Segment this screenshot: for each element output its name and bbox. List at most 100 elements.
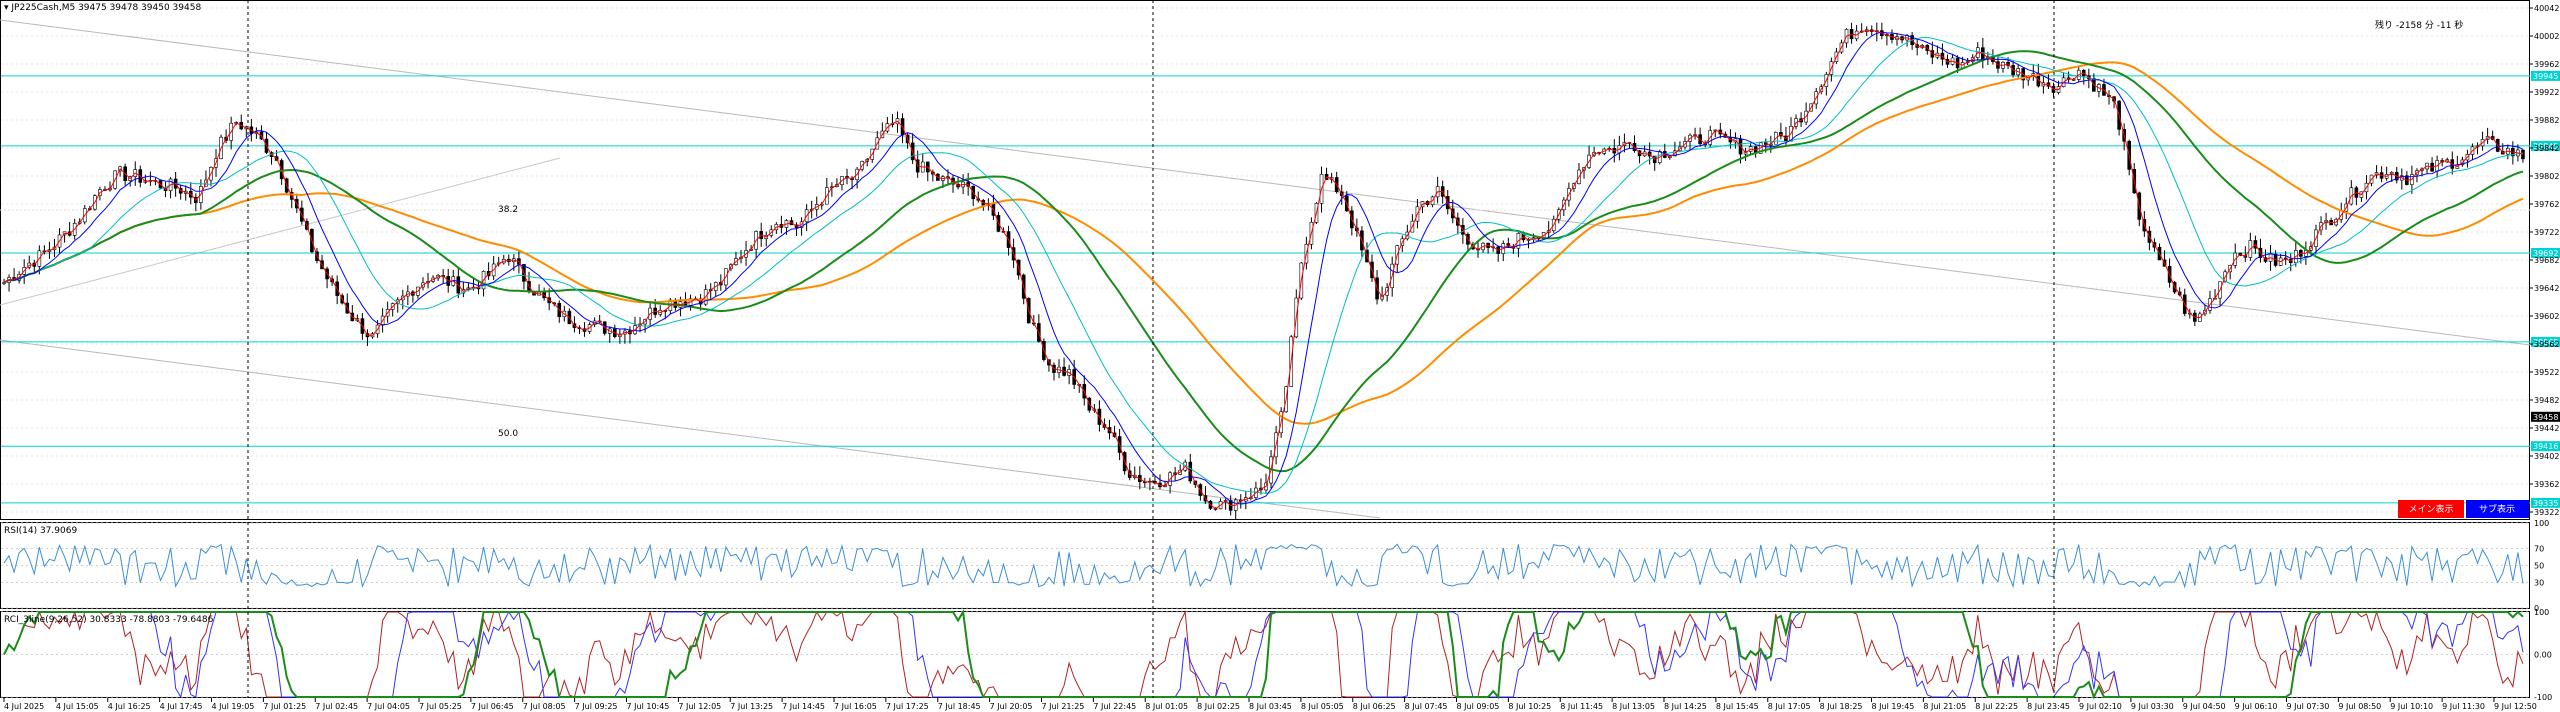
- sub-display-label[interactable]: サブ表示: [2479, 503, 2515, 515]
- fib-label-upper: 38.2: [498, 205, 518, 215]
- time-tick-label: 7 Jul 14:45: [782, 702, 825, 711]
- time-tick-label: 7 Jul 21:25: [1042, 702, 1085, 711]
- candles: [2, 22, 2525, 520]
- time-tick-label: 9 Jul 10:10: [2390, 702, 2433, 711]
- time-tick-label: 8 Jul 23:45: [2027, 702, 2070, 711]
- price-level-tag: [2531, 70, 2560, 81]
- rci-tick-label: 100: [2534, 608, 2549, 617]
- price-tick-label: 40042: [2534, 4, 2559, 13]
- rsi-label: RSI(14) 37.9069: [4, 526, 77, 536]
- price-tick-label: 39362: [2534, 480, 2559, 489]
- time-tick-label: 9 Jul 06:10: [2235, 702, 2278, 711]
- candle-body: [2, 282, 6, 284]
- ma-long-line: [3, 50, 2524, 473]
- time-tick-label: 8 Jul 22:25: [1975, 702, 2018, 711]
- symbol-arrow-icon: ▾: [4, 3, 11, 13]
- time-tick-label: 8 Jul 19:45: [1872, 702, 1915, 711]
- price-tick-label: 39402: [2534, 452, 2559, 461]
- rsi-tick-label: 50: [2534, 562, 2544, 571]
- price-level-tag-label: 39565: [2533, 338, 2558, 347]
- price-tick-label: 39842: [2534, 144, 2559, 153]
- price-tick-label: 39922: [2534, 88, 2559, 97]
- channel-line-mid: [0, 157, 561, 306]
- time-tick-label: 7 Jul 12:05: [678, 702, 721, 711]
- grid-layer: [1, 7, 2530, 513]
- price-level-tag: [2531, 336, 2560, 347]
- time-tick-label: 8 Jul 03:45: [1249, 702, 1292, 711]
- time-tick-label: 8 Jul 17:05: [1768, 702, 1811, 711]
- symbol-name: JP225Cash,M5: [10, 3, 75, 13]
- time-tick-label: 4 Jul 17:45: [160, 702, 203, 711]
- price-tick-label: 39322: [2534, 508, 2559, 517]
- time-tick-label: 9 Jul 03:30: [2131, 702, 2174, 711]
- time-tick-label: 9 Jul 02:10: [2079, 702, 2122, 711]
- rsi-tick-label: 100: [2534, 519, 2549, 528]
- rsi-tick-label: 70: [2534, 545, 2544, 554]
- time-tick-label: 7 Jul 08:05: [523, 702, 566, 711]
- time-tick-label: 9 Jul 04:50: [2183, 702, 2226, 711]
- time-tick-label: 7 Jul 04:05: [367, 702, 410, 711]
- time-tick-label: 4 Jul 2025: [4, 702, 44, 711]
- price-tick-label: 40002: [2534, 32, 2559, 41]
- time-tick-label: 9 Jul 07:30: [2287, 702, 2330, 711]
- time-tick-label: 8 Jul 10:25: [1508, 702, 1551, 711]
- price-level-tag: [2531, 140, 2560, 151]
- time-tick-label: 7 Jul 22:45: [1093, 702, 1136, 711]
- time-tick-label: 8 Jul 11:45: [1560, 702, 1603, 711]
- time-tick-label: 7 Jul 09:25: [575, 702, 618, 711]
- time-tick-label: 8 Jul 14:25: [1664, 702, 1707, 711]
- time-tick-label: 7 Jul 05:25: [419, 702, 462, 711]
- main-display-label[interactable]: メイン表示: [2408, 503, 2453, 515]
- rci-tick-label: 0.00: [2534, 651, 2552, 660]
- time-tick-label: 8 Jul 06:25: [1353, 702, 1396, 711]
- price-tick-label: 39482: [2534, 396, 2559, 405]
- time-tick-label: 7 Jul 18:45: [938, 702, 981, 711]
- rci-long-line: [3, 608, 2524, 700]
- time-tick-label: 4 Jul 19:05: [212, 702, 255, 711]
- time-tick-label: 8 Jul 13:05: [1612, 702, 1655, 711]
- price-tick-label: 39642: [2534, 284, 2559, 293]
- rci-indicator: 100 0.00 -100: [1, 608, 2552, 702]
- time-tick-label: 8 Jul 15:45: [1716, 702, 1759, 711]
- time-tick-label: 7 Jul 02:45: [315, 702, 358, 711]
- main-display-button[interactable]: メイン表示: [2398, 500, 2464, 518]
- price-levels: 39945 39845 39692 39565 39416 39335 39458: [1, 70, 2560, 508]
- rsi-indicator: 100 70 50 30 0: [1, 519, 2549, 613]
- countdown-timer: 残り -2158 分 -11 秒: [2375, 19, 2463, 31]
- sub-display-button[interactable]: サブ表示: [2466, 500, 2529, 518]
- price-level-tag: [2531, 441, 2560, 452]
- price-tick-label: 39962: [2534, 60, 2559, 69]
- price-tick-label: 39602: [2534, 312, 2559, 321]
- time-tick-label: 8 Jul 21:05: [1923, 702, 1966, 711]
- current-price-tag: [2531, 411, 2560, 422]
- price-level-tag-label: 39945: [2533, 72, 2558, 81]
- ma-fast-line: [3, 30, 2524, 510]
- symbol-header: ▾ JP225Cash,M5 39475 39478 39450 39458: [4, 3, 201, 13]
- time-tick-label: 7 Jul 10:45: [627, 702, 670, 711]
- time-tick-label: 8 Jul 09:05: [1457, 702, 1500, 711]
- ma-longest-line: [3, 61, 2524, 425]
- time-tick-label: 9 Jul 12:50: [2494, 702, 2537, 711]
- price-tick-label: 39682: [2534, 256, 2559, 265]
- fib-label-lower: 50.0: [498, 429, 518, 439]
- time-tick-label: 8 Jul 18:25: [1820, 702, 1863, 711]
- time-tick-label: 7 Jul 16:05: [834, 702, 877, 711]
- price-level-tag: [2531, 248, 2560, 258]
- rci-tick-label: -100: [2534, 693, 2552, 702]
- price-tick-label: 39882: [2534, 116, 2559, 125]
- time-tick-label: 9 Jul 11:30: [2442, 702, 2485, 711]
- price-level-tag-label: 39692: [2533, 249, 2558, 258]
- price-tick-label: 39522: [2534, 368, 2559, 377]
- price-tick-label: 39722: [2534, 228, 2559, 237]
- time-tick-label: 8 Jul 01:05: [1145, 702, 1188, 711]
- time-axis: 4 Jul 2025 4 Jul 15:05 4 Jul 16:25 4 Jul 17…: [3, 698, 2537, 711]
- price-axis: 40042 40002 39962 39922 39882 39842 39802 39762…: [2530, 4, 2559, 517]
- price-tick-label: 39442: [2534, 424, 2559, 433]
- current-price-label: 39458: [2533, 413, 2558, 422]
- moving-averages: [3, 30, 2524, 510]
- time-tick-label: 4 Jul 16:25: [108, 702, 151, 711]
- time-tick-label: 8 Jul 02:25: [1197, 702, 1240, 711]
- rsi-panel: [0, 522, 2530, 609]
- rci-mid-line: [3, 610, 2524, 699]
